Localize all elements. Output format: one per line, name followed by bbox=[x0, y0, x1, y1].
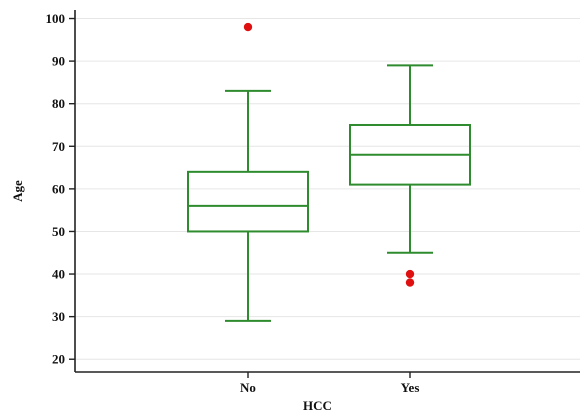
box-series bbox=[187, 22, 471, 322]
y-axis-ticks: 20 30 40 50 60 70 80 90 100 bbox=[46, 11, 75, 367]
x-axis-title: HCC bbox=[303, 398, 332, 413]
y-tick-label: 90 bbox=[52, 54, 65, 69]
grid-lines bbox=[75, 18, 580, 360]
y-tick-label: 40 bbox=[52, 267, 65, 282]
y-axis-title: Age bbox=[10, 180, 25, 202]
x-tick-label: Yes bbox=[401, 380, 420, 395]
outlier-point bbox=[243, 22, 253, 32]
iqr-box bbox=[187, 170, 309, 233]
y-tick-label: 20 bbox=[52, 352, 65, 367]
y-tick-label: 50 bbox=[52, 224, 65, 239]
box-no bbox=[187, 22, 309, 322]
outlier-point bbox=[405, 269, 415, 279]
x-tick-label: No bbox=[240, 380, 256, 395]
y-tick-label: 70 bbox=[52, 139, 65, 154]
box-yes bbox=[349, 64, 471, 287]
x-axis-ticks: No Yes bbox=[240, 372, 419, 395]
y-tick-label: 60 bbox=[52, 181, 65, 196]
y-tick-label: 30 bbox=[52, 309, 65, 324]
outlier-point bbox=[405, 278, 415, 287]
y-tick-label: 80 bbox=[52, 96, 65, 111]
y-tick-label: 100 bbox=[46, 11, 66, 26]
